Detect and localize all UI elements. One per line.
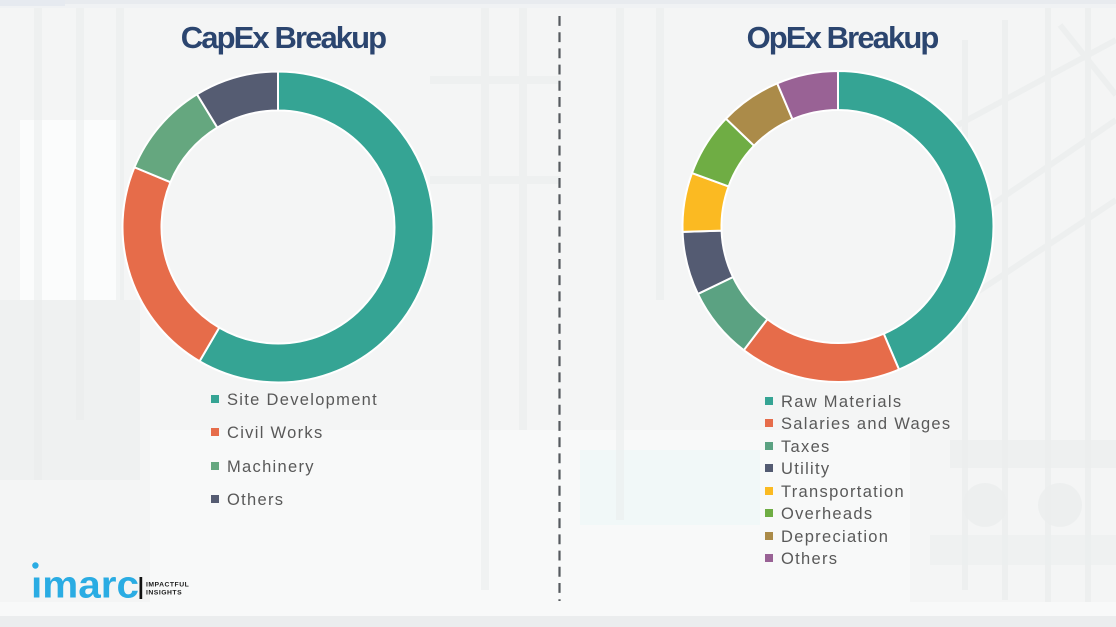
svg-text:ımarc: ımarc [31, 565, 139, 607]
svg-text:INSIGHTS: INSIGHTS [146, 589, 182, 596]
svg-text:IMPACTFUL: IMPACTFUL [146, 582, 189, 589]
